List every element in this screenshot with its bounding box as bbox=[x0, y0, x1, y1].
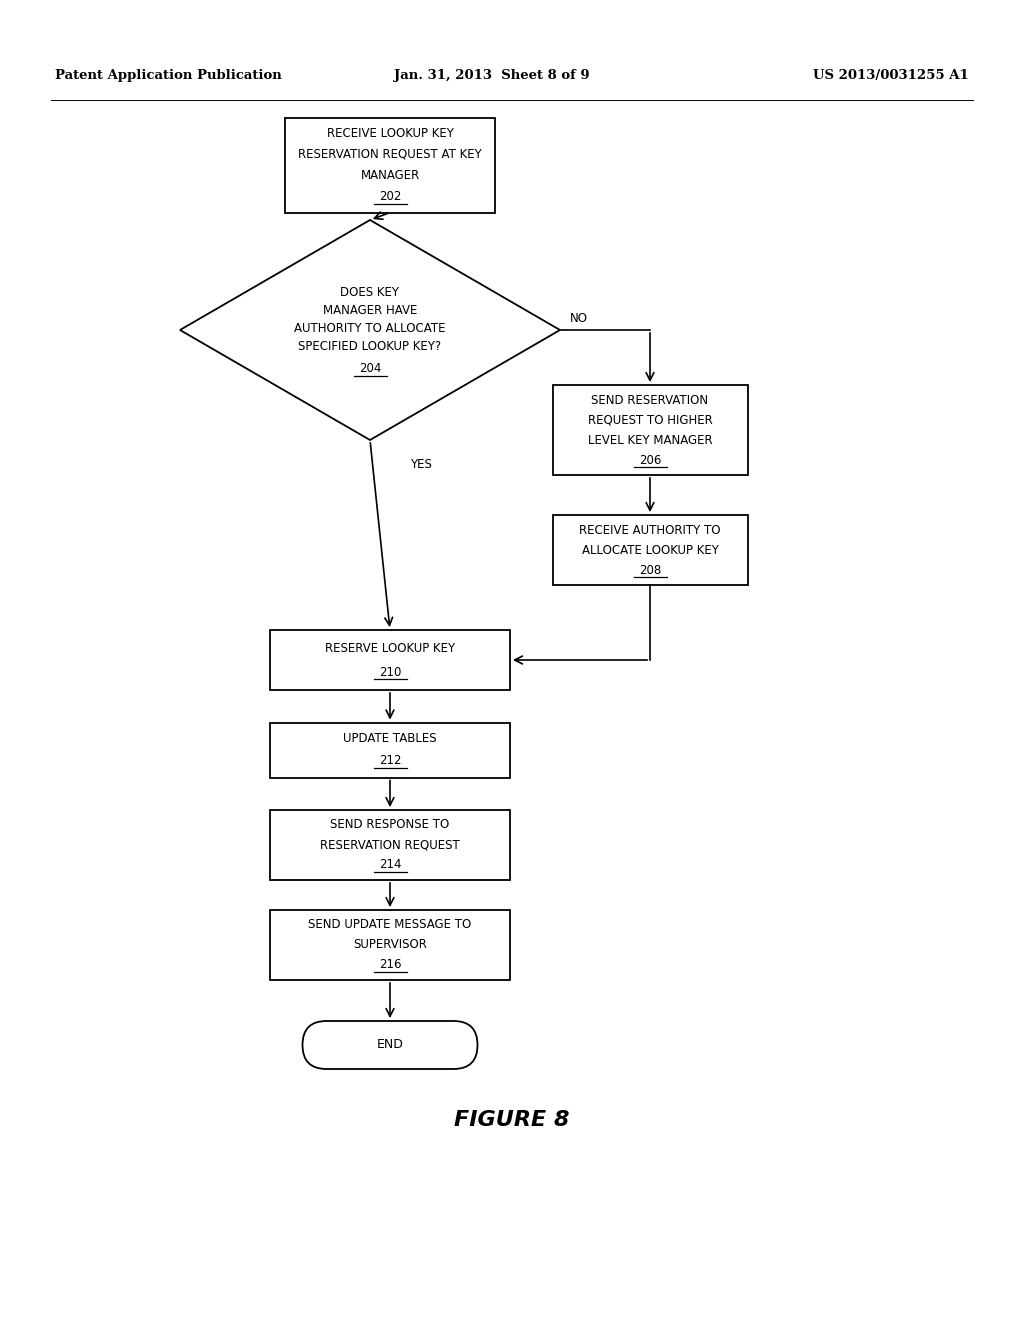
Bar bbox=[285, 117, 495, 213]
Polygon shape bbox=[180, 220, 560, 440]
Text: 202: 202 bbox=[379, 190, 401, 203]
Text: SEND UPDATE MESSAGE TO: SEND UPDATE MESSAGE TO bbox=[308, 919, 472, 932]
Text: US 2013/0031255 A1: US 2013/0031255 A1 bbox=[813, 69, 969, 82]
Text: SUPERVISOR: SUPERVISOR bbox=[353, 939, 427, 952]
Text: RECEIVE LOOKUP KEY: RECEIVE LOOKUP KEY bbox=[327, 127, 454, 140]
Text: 204: 204 bbox=[358, 363, 381, 375]
Bar bbox=[270, 630, 510, 690]
Text: 216: 216 bbox=[379, 958, 401, 972]
Text: Jan. 31, 2013  Sheet 8 of 9: Jan. 31, 2013 Sheet 8 of 9 bbox=[394, 69, 590, 82]
Text: YES: YES bbox=[410, 458, 432, 471]
Text: SEND RESERVATION: SEND RESERVATION bbox=[592, 393, 709, 407]
Text: MANAGER HAVE: MANAGER HAVE bbox=[323, 305, 417, 318]
Text: 210: 210 bbox=[379, 665, 401, 678]
Text: FIGURE 8: FIGURE 8 bbox=[455, 1110, 569, 1130]
Bar bbox=[553, 385, 748, 475]
Text: DOES KEY: DOES KEY bbox=[341, 286, 399, 300]
Text: LEVEL KEY MANAGER: LEVEL KEY MANAGER bbox=[588, 433, 713, 446]
Text: RESERVATION REQUEST: RESERVATION REQUEST bbox=[321, 838, 460, 851]
Text: 208: 208 bbox=[639, 564, 662, 577]
Text: UPDATE TABLES: UPDATE TABLES bbox=[343, 733, 437, 746]
Text: SEND RESPONSE TO: SEND RESPONSE TO bbox=[331, 818, 450, 832]
Text: RESERVATION REQUEST AT KEY: RESERVATION REQUEST AT KEY bbox=[298, 148, 482, 161]
Bar bbox=[553, 515, 748, 585]
Text: SPECIFIED LOOKUP KEY?: SPECIFIED LOOKUP KEY? bbox=[298, 341, 441, 354]
Text: END: END bbox=[377, 1039, 403, 1052]
Text: 212: 212 bbox=[379, 755, 401, 767]
Bar bbox=[270, 810, 510, 880]
FancyBboxPatch shape bbox=[302, 1020, 477, 1069]
Text: RECEIVE AUTHORITY TO: RECEIVE AUTHORITY TO bbox=[580, 524, 721, 536]
Bar bbox=[270, 722, 510, 777]
Text: Patent Application Publication: Patent Application Publication bbox=[55, 69, 282, 82]
Bar bbox=[270, 909, 510, 979]
Text: ALLOCATE LOOKUP KEY: ALLOCATE LOOKUP KEY bbox=[582, 544, 719, 557]
Text: MANAGER: MANAGER bbox=[360, 169, 420, 182]
Text: REQUEST TO HIGHER: REQUEST TO HIGHER bbox=[588, 413, 713, 426]
Text: AUTHORITY TO ALLOCATE: AUTHORITY TO ALLOCATE bbox=[294, 322, 445, 335]
Text: 214: 214 bbox=[379, 858, 401, 871]
Text: RESERVE LOOKUP KEY: RESERVE LOOKUP KEY bbox=[325, 642, 455, 655]
Text: 206: 206 bbox=[639, 454, 662, 466]
Text: NO: NO bbox=[570, 312, 588, 325]
